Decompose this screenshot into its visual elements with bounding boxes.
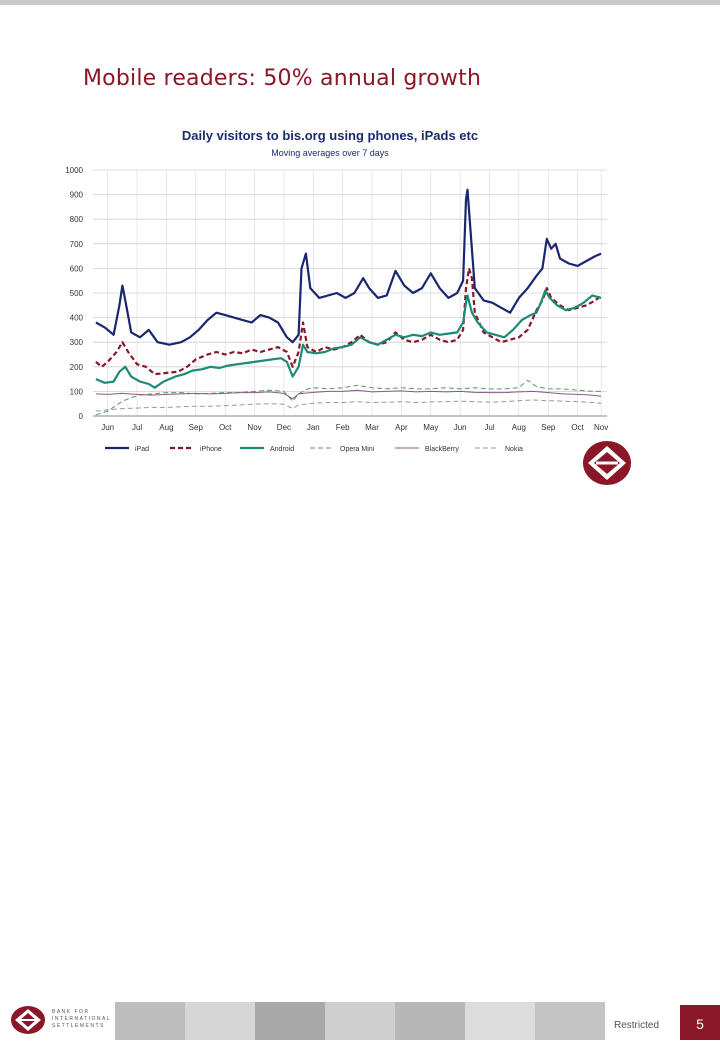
x-tick-label: Apr: [395, 423, 408, 432]
x-tick-label: Aug: [512, 423, 526, 432]
y-tick-label: 1000: [65, 166, 83, 175]
slide-title: Mobile readers: 50% annual growth: [83, 66, 482, 91]
y-tick-label: 700: [70, 240, 84, 249]
x-tick-label: Oct: [219, 423, 232, 432]
x-tick-label: Jun: [454, 423, 467, 432]
legend-label: BlackBerry: [425, 446, 459, 453]
logo-line-2: INTERNATIONAL: [52, 1016, 112, 1022]
x-tick-label: Feb: [336, 423, 350, 432]
footer: BANK FOR INTERNATIONAL SETTLEMENTS Restr…: [0, 500, 720, 1040]
x-tick-label: Jul: [484, 423, 494, 432]
bis-footer-logo-icon: [11, 1006, 45, 1034]
footer-photo-strip: [115, 1002, 605, 1040]
series-line-android: [95, 289, 602, 389]
series-line-nokia: [95, 399, 602, 412]
legend-label: iPhone: [200, 446, 222, 453]
x-tick-label: Sep: [189, 423, 204, 432]
x-tick-label: Jul: [132, 423, 142, 432]
y-tick-label: 0: [79, 412, 84, 421]
x-tick-label: Oct: [571, 423, 584, 432]
top-bar: [0, 0, 720, 5]
y-tick-label: 400: [70, 314, 84, 323]
chart-title: Daily visitors to bis.org using phones, …: [181, 128, 479, 143]
series-line-iphone: [95, 267, 602, 376]
y-tick-label: 800: [70, 215, 84, 224]
series-line-opera-mini: [95, 379, 602, 416]
x-tick-label: May: [423, 423, 438, 432]
x-tick-label: Jan: [307, 423, 320, 432]
grid-layer: [93, 169, 607, 417]
series-layer: [95, 188, 602, 416]
bis-logo-text: BANK FOR INTERNATIONAL SETTLEMENTS: [52, 1009, 112, 1030]
x-tick-label: Jun: [101, 423, 114, 432]
page-number: 5: [680, 1005, 720, 1040]
series-line-blackberry: [95, 389, 602, 400]
logo-line-1: BANK FOR: [52, 1009, 90, 1015]
series-line-ipad: [95, 188, 602, 346]
chart-subtitle: Moving averages over 7 days: [271, 148, 389, 158]
x-tick-label: Mar: [365, 423, 379, 432]
y-tick-label: 100: [70, 387, 84, 396]
y-tick-label: 500: [70, 289, 84, 298]
legend-label: Android: [270, 446, 294, 453]
legend-layer: iPad iPhone Android Opera Mini BlackBerry Nok…: [105, 446, 523, 453]
line-chart: 0 100 200 300 400 500 600 700 800 900 1000 Jun Jul Au…: [65, 166, 608, 453]
y-tick-label: 300: [70, 338, 84, 347]
restricted-label: Restricted: [614, 1020, 660, 1031]
x-tick-label: Aug: [159, 423, 173, 432]
x-tick-label: Sep: [541, 423, 556, 432]
logo-line-3: SETTLEMENTS: [52, 1023, 105, 1029]
legend-label: iPad: [135, 446, 149, 453]
legend-label: Opera Mini: [340, 446, 375, 453]
y-tick-label: 900: [70, 191, 84, 200]
x-tick-label: Dec: [277, 423, 291, 432]
axis-layer: 0 100 200 300 400 500 600 700 800 900 1000 Jun Jul Au…: [65, 166, 608, 432]
y-tick-label: 600: [70, 264, 84, 273]
x-tick-label: Nov: [594, 423, 608, 432]
legend-label: Nokia: [505, 446, 523, 453]
bis-diamond-logo-icon: [583, 441, 631, 485]
x-tick-label: Nov: [247, 423, 261, 432]
y-tick-label: 200: [70, 363, 84, 372]
